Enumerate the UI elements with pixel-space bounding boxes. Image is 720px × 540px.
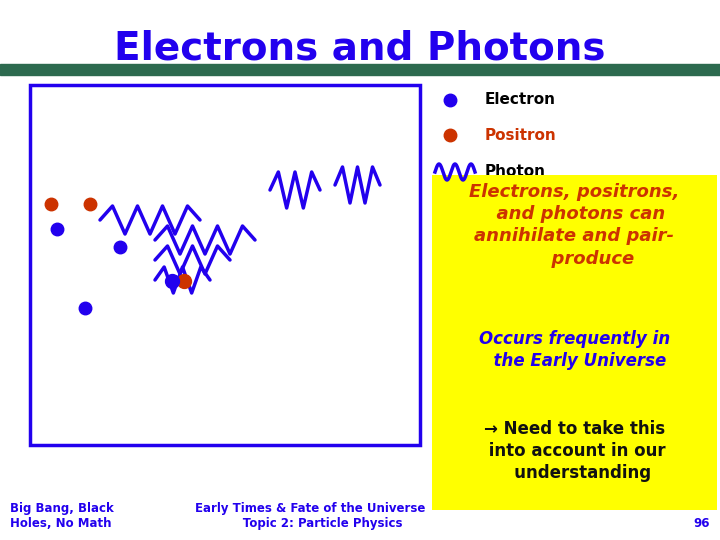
Text: Occurs frequently in
  the Early Universe: Occurs frequently in the Early Universe <box>479 330 670 370</box>
Text: 96: 96 <box>693 517 710 530</box>
Bar <box>432 175 717 510</box>
Text: Early Times & Fate of the Universe
      Topic 2: Particle Physics: Early Times & Fate of the Universe Topic… <box>195 502 426 530</box>
Text: Photon: Photon <box>485 165 546 179</box>
Bar <box>0 64 720 75</box>
Text: Electrons, positrons,
  and photons can
annihilate and pair-
      produce: Electrons, positrons, and photons can an… <box>469 183 680 268</box>
Text: Electron: Electron <box>485 92 556 107</box>
Text: Electrons and Photons: Electrons and Photons <box>114 30 606 68</box>
Text: Big Bang, Black
Holes, No Math: Big Bang, Black Holes, No Math <box>10 502 114 530</box>
Bar <box>30 85 420 445</box>
Text: → Need to take this
 into account in our
   understanding: → Need to take this into account in our … <box>483 420 666 482</box>
Text: Positron: Positron <box>485 127 557 143</box>
